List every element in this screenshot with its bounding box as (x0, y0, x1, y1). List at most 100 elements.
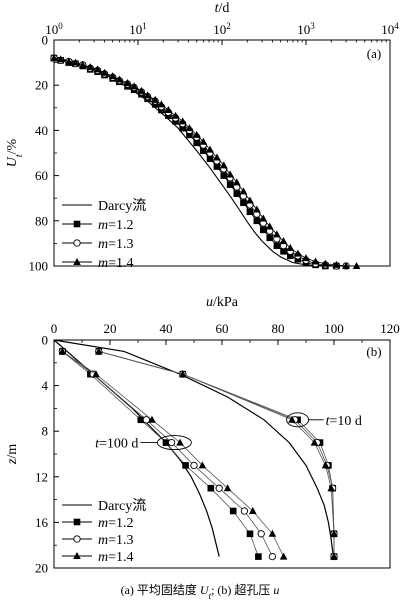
data-point-b-1-3 (148, 415, 156, 423)
series-line-b-1-2 (62, 351, 273, 557)
data-point-a-3 (259, 214, 268, 222)
data-point-b-1-1 (229, 507, 237, 515)
x-tick-label-b: 100 (324, 321, 344, 336)
data-point-a-3 (137, 86, 146, 94)
y-tick-label-b: 12 (35, 469, 48, 484)
data-point-b-1-1 (182, 462, 189, 469)
legend-marker-a (73, 220, 81, 228)
panel-label-a: (a) (367, 46, 381, 61)
series-line-b-1-3 (62, 351, 284, 557)
y-tick-label-a: 40 (35, 123, 48, 138)
data-point-a-3 (157, 100, 166, 108)
data-point-b-1-1 (137, 416, 145, 424)
y-axis-title-b: z/m (5, 444, 20, 465)
data-point-a-3 (151, 95, 159, 103)
data-point-b-1-3 (279, 552, 288, 560)
legend-marker-a (73, 239, 81, 247)
x-tick-label-a: 104 (381, 21, 399, 37)
group-b-0 (53, 339, 338, 561)
y-tick-label-a: 0 (42, 33, 49, 48)
legend-label-a: Darcy流 (98, 198, 146, 214)
y-tick-label-a: 100 (29, 259, 49, 274)
data-point-b-0-3 (330, 552, 338, 560)
panel-b: 0 20 40 60 80 100 120 u/kPa 0 4 8 12 16 20 z/m (b) t=10 … (5, 295, 400, 576)
data-point-a-1 (240, 199, 247, 207)
series-line-a-2 (53, 57, 347, 267)
data-point-a-1 (179, 124, 186, 132)
annotation-label-100d: t=100 d (95, 437, 138, 452)
legend-label-a: m=1.2 (98, 218, 134, 233)
data-point-b-1-2 (142, 416, 151, 424)
data-point-a-1 (200, 147, 207, 155)
legend-label-b: Darcy流 (98, 498, 146, 514)
data-point-a-3 (219, 161, 228, 169)
legend-label-b: m=1.4 (98, 550, 134, 565)
legend-a: Darcy流 m=1.2 m=1.3 m=1.4 (62, 198, 146, 271)
y-axis-title-a: Ut/% (5, 138, 25, 167)
data-point-b-1-3 (198, 461, 207, 469)
data-point-a-3 (115, 75, 124, 83)
data-point-a-3 (86, 63, 95, 71)
series-line-b-0-2 (98, 351, 335, 557)
y-tick-label-b: 8 (42, 424, 49, 439)
data-point-a-3 (100, 68, 109, 76)
data-point-a-3 (265, 222, 274, 230)
data-point-a-1 (220, 172, 228, 179)
data-point-a-1 (280, 248, 287, 255)
data-point-a-3 (206, 145, 214, 153)
data-point-b-1-1 (255, 553, 262, 560)
legend-b: Darcy流 m=1.2 m=1.3 m=1.4 (62, 498, 146, 565)
data-point-a-3 (178, 117, 187, 125)
data-point-a-1 (259, 226, 267, 234)
legend-label-a: m=1.4 (98, 256, 134, 271)
data-point-a-3 (93, 65, 102, 73)
data-point-b-0-3 (288, 415, 296, 423)
data-point-a-3 (352, 262, 361, 269)
legend-marker-b (73, 518, 81, 526)
data-point-b-1-2 (240, 507, 249, 515)
data-point-b-1-3 (249, 507, 257, 514)
data-point-b-1-2 (190, 461, 198, 470)
data-point-a-1 (186, 131, 193, 139)
y-tick-label-b: 16 (35, 515, 49, 530)
group-b-1 (53, 339, 288, 561)
data-point-a-1 (213, 163, 221, 170)
data-point-b-1-2 (257, 530, 265, 538)
y-tick-label-b: 0 (42, 333, 49, 348)
legend-label-b: m=1.3 (98, 533, 134, 548)
legend-marker-a (73, 258, 81, 265)
x-tick-label-b: 40 (160, 321, 173, 336)
y-tick-label-a: 60 (35, 168, 48, 183)
data-point-b-1-3 (92, 370, 100, 378)
data-point-b-1-1 (207, 484, 215, 492)
series-a-3 (50, 54, 361, 269)
data-point-a-1 (273, 242, 281, 249)
data-point-b-1-2 (215, 484, 223, 492)
data-point-a-3 (246, 196, 254, 204)
data-point-a-3 (226, 170, 234, 178)
data-point-a-3 (302, 254, 310, 262)
data-point-b-0-3 (179, 370, 187, 378)
data-point-a-3 (286, 243, 295, 251)
data-point-a-3 (50, 54, 58, 62)
data-point-a-3 (294, 249, 302, 257)
data-point-b-0-3 (330, 529, 338, 537)
data-point-b-1-3 (268, 529, 277, 537)
data-point-a-3 (171, 111, 180, 119)
y-tick-label-b: 20 (35, 561, 48, 576)
data-point-a-3 (71, 58, 80, 66)
x-tick-label-b: 0 (51, 321, 58, 336)
x-axis-title-a: t/d (215, 1, 230, 16)
data-point-a-3 (130, 82, 138, 90)
figure-caption: (a) 平均固结度 Ut; (b) 超孔压 u (121, 582, 280, 601)
series-line-b-0-3 (98, 351, 335, 557)
x-tick-label-a: 101 (129, 21, 147, 37)
x-tick-label-a: 103 (297, 21, 315, 37)
legend-marker-b (73, 552, 81, 559)
data-point-a-1 (193, 139, 201, 147)
data-point-b-1-3 (176, 438, 184, 446)
data-point-a-1 (206, 155, 214, 162)
data-point-b-0-3 (321, 461, 330, 469)
data-point-b-1-2 (167, 438, 176, 447)
